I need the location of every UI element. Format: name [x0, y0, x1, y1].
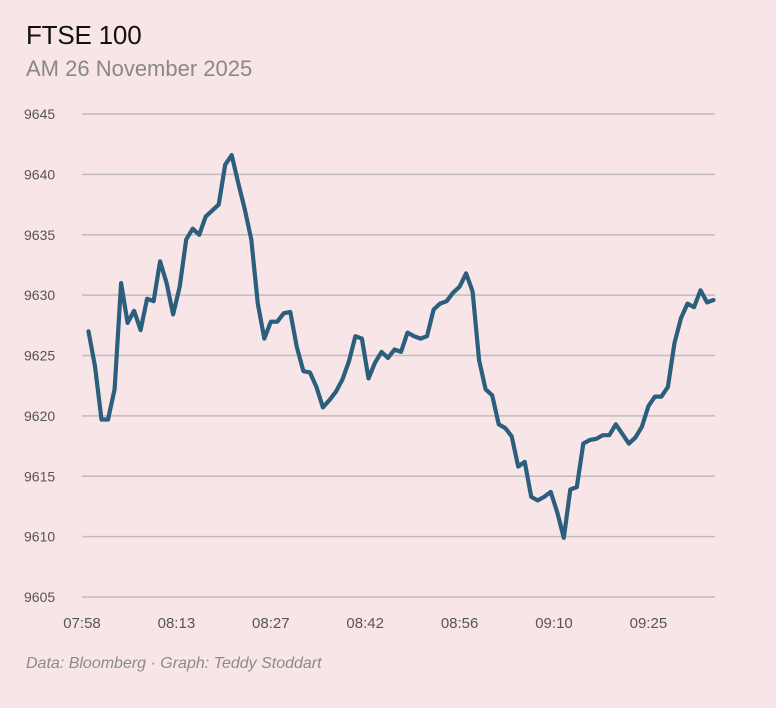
gridlines [82, 113, 715, 598]
y-tick-label: 9630 [24, 287, 55, 303]
y-tick-label: 9610 [24, 529, 55, 545]
series-line-ftse-100 [86, 153, 716, 540]
chart-subtitle: AM 26 November 2025 [26, 56, 253, 81]
x-tick-label: 07:58 [63, 615, 101, 632]
x-tick-label: 08:56 [441, 615, 479, 632]
x-tick-label: 08:42 [346, 615, 384, 632]
y-tick-label: 9645 [24, 106, 55, 122]
x-tick-label: 08:27 [252, 615, 290, 632]
y-tick-label: 9615 [24, 468, 55, 484]
x-tick-label: 09:10 [535, 615, 573, 632]
y-tick-label: 9620 [24, 408, 55, 424]
y-axis-ticks: 9605 9610 9615 9620 9625 9630 9635 9640 9645 [24, 106, 55, 605]
x-tick-label: 08:13 [158, 615, 196, 632]
chart-title: FTSE 100 [26, 20, 142, 50]
y-tick-label: 9605 [24, 589, 55, 605]
y-tick-label: 9635 [24, 227, 55, 243]
y-tick-label: 9640 [24, 166, 55, 182]
source-credit: Data: Bloomberg · Graph: Teddy Stoddart [26, 655, 322, 672]
x-axis-ticks: 07:58 08:13 08:27 08:42 08:56 09:10 09:25 [63, 615, 667, 632]
series-layer [86, 153, 716, 540]
y-tick-label: 9625 [24, 348, 55, 364]
x-tick-label: 09:25 [630, 615, 668, 632]
